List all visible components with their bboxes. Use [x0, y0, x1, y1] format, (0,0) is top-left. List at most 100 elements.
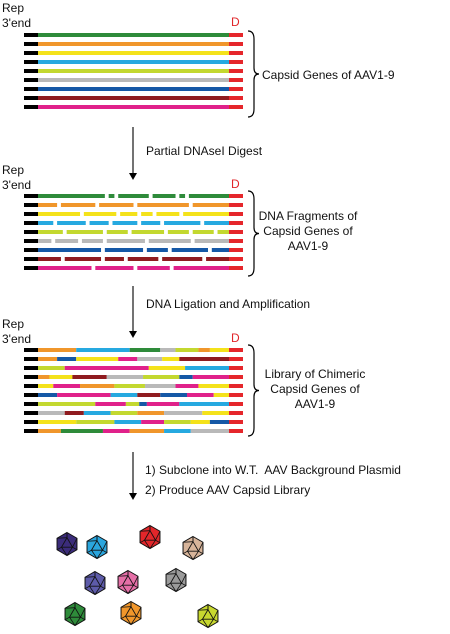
capsid-lime-icon-edge [198, 609, 209, 611]
capsid-pink-icon-edge [133, 576, 139, 586]
d-segment [229, 257, 243, 261]
gene-fragment [99, 203, 134, 207]
capsid-lime-icon-edge [213, 610, 219, 620]
capsid-orange-icon-edge [130, 615, 137, 625]
rep-segment [24, 69, 38, 73]
chimeric-segment [110, 411, 138, 415]
chimeric-segment [164, 429, 191, 433]
gene-fragment [167, 230, 189, 234]
chimeric-segment [76, 420, 115, 424]
gene-fragment [141, 221, 161, 225]
rep-segment [24, 266, 38, 270]
gene-fragment [104, 248, 144, 252]
d-segment [229, 375, 243, 379]
chimeric-segment [129, 429, 165, 433]
capsid-tan-icon-facet [186, 540, 200, 552]
d-segment [229, 230, 243, 234]
d-label-3: D [231, 331, 240, 345]
rep-segment [24, 357, 38, 361]
chimeric-segment [162, 357, 180, 361]
capsid-purple-icon-edge [61, 546, 68, 556]
chimeric-segment [38, 420, 77, 424]
gene-fragment [118, 194, 149, 198]
gene-fragment [66, 230, 103, 234]
gene-fragment [106, 230, 128, 234]
chimeric-segment [76, 357, 119, 361]
d-segment [229, 203, 243, 207]
gene-fragment [38, 221, 54, 225]
capsid-red-icon-facet [143, 529, 157, 541]
chimeric-segment [129, 348, 161, 352]
gene-fragment [148, 239, 191, 243]
rep-segment [24, 230, 38, 234]
rep-segment [24, 51, 38, 55]
rep-label-2: Rep 3'end [2, 163, 31, 192]
chimeric-segment [125, 402, 140, 406]
capsid-violet-icon-edge [85, 576, 96, 578]
capsid-blue-icon-edge [102, 541, 108, 551]
capsid-pink-icon-edge [127, 584, 134, 594]
capsid-green-icon-edge [69, 616, 76, 626]
gene-fragment [64, 257, 102, 261]
gene-fragment [95, 266, 134, 270]
capsid-violet-icon-edge [100, 577, 106, 587]
capsid-tan-icon-edge [182, 550, 188, 555]
rep-segment [24, 60, 38, 64]
gene-fragment [127, 257, 159, 261]
gene-fragment [89, 221, 109, 225]
chimeric-segment [38, 402, 96, 406]
gene-fragment [194, 239, 229, 243]
chimeric-segment [213, 393, 229, 397]
capsid-lime-icon-edge [197, 618, 203, 623]
rep-label-3: Rep 3'end [2, 317, 31, 346]
capsid-purple-icon-edge [72, 546, 78, 551]
capsid-gray-icon-edge [165, 582, 171, 587]
chimeric-segment [38, 357, 58, 361]
d-segment [229, 239, 243, 243]
gene-fragment [38, 203, 58, 207]
capsid-gene-bar [38, 105, 229, 109]
chimeric-segment [38, 348, 77, 352]
capsid-gene-bar [38, 96, 229, 100]
gene-fragment [164, 221, 201, 225]
chimeric-segment [186, 393, 214, 397]
chimeric-segment [198, 384, 229, 388]
rep-segment [24, 212, 38, 216]
d-segment [229, 420, 243, 424]
capsid-orange-icon-edge [120, 615, 126, 620]
chimeric-segment [160, 348, 176, 352]
capsid-gray-icon-edge [170, 582, 177, 592]
chimeric-segment [144, 384, 176, 388]
capsid-green-icon-edge [64, 616, 70, 621]
gene-fragment [120, 212, 138, 216]
chimeric-segment [114, 384, 145, 388]
rep-segment [24, 33, 38, 37]
gene-fragment [156, 212, 180, 216]
capsid-pink-icon-edge [122, 584, 129, 594]
rep-segment [24, 248, 38, 252]
rep-segment [24, 203, 38, 207]
rep-label-1: Rep 3'end [2, 1, 31, 30]
capsid-pink-icon-edge [118, 575, 129, 577]
chimeric-segment [139, 402, 147, 406]
rep-segment [24, 393, 38, 397]
gene-fragment [204, 221, 229, 225]
gene-fragment [131, 230, 165, 234]
capsid-pink-icon-edge [133, 584, 139, 589]
capsid-green-icon-edge [74, 616, 81, 626]
capsid-red-icon-edge [140, 530, 151, 532]
capsid-pink-icon-edge [117, 584, 123, 589]
d-segment [229, 429, 243, 433]
step-label-ligation: DNA Ligation and Amplification [146, 297, 311, 311]
capsid-lime-icon-edge [207, 618, 214, 628]
gene-fragment [162, 257, 203, 261]
chimeric-segment [192, 375, 229, 379]
capsid-red-icon-edge [155, 539, 161, 544]
d-segment [229, 266, 243, 270]
chimeric-segment [95, 402, 126, 406]
gene-fragment [38, 266, 92, 270]
capsid-purple-icon-edge [72, 538, 78, 548]
d-segment [229, 221, 243, 225]
capsid-red-icon-edge [149, 539, 156, 549]
